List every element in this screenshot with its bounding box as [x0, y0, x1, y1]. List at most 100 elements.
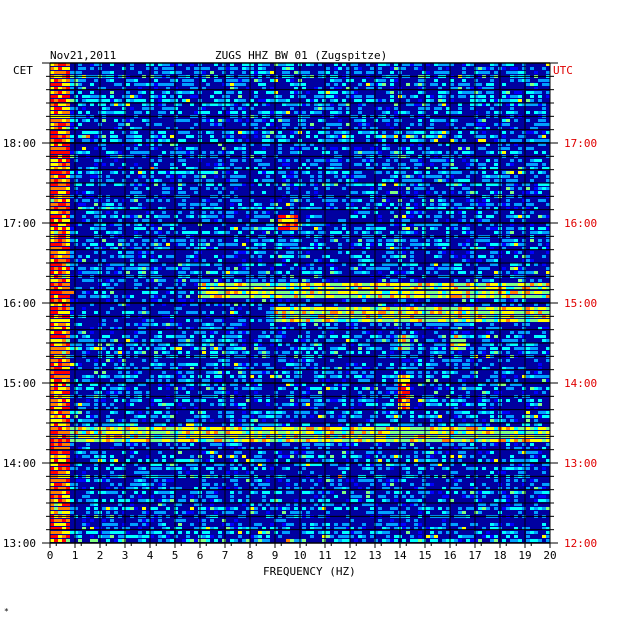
heatmap-cell: [82, 331, 86, 334]
heatmap-cell: [426, 191, 430, 194]
heatmap-cell: [346, 207, 350, 210]
heatmap-cell: [490, 167, 494, 170]
heatmap-cell: [106, 295, 110, 298]
heatmap-cell: [402, 179, 406, 182]
heatmap-cell: [270, 131, 274, 134]
heatmap-cell: [106, 151, 110, 154]
heatmap-cell: [318, 291, 322, 294]
heatmap-cell: [366, 211, 370, 214]
heatmap-cell: [310, 291, 314, 294]
heatmap-cell: [534, 247, 538, 250]
heatmap-cell: [262, 111, 266, 114]
heatmap-cell: [54, 303, 58, 306]
heatmap-cell: [210, 151, 214, 154]
heatmap-cell: [290, 311, 294, 314]
heatmap-cell: [450, 215, 454, 218]
heatmap-cell: [250, 299, 254, 302]
heatmap-cell: [514, 291, 518, 294]
heatmap-cell: [126, 119, 130, 122]
heatmap-cell: [282, 287, 286, 290]
heatmap-cell: [478, 103, 482, 106]
heatmap-cell: [286, 327, 290, 330]
heatmap-cell: [374, 267, 378, 270]
heatmap-cell: [454, 179, 458, 182]
heatmap-cell: [158, 255, 162, 258]
heatmap-cell: [250, 227, 254, 230]
heatmap-cell: [94, 63, 98, 66]
heatmap-cell: [254, 219, 258, 222]
heatmap-cell: [438, 91, 442, 94]
heatmap-cell: [234, 139, 238, 142]
heatmap-cell: [502, 119, 506, 122]
heatmap-cell: [242, 159, 246, 162]
heatmap-cell: [58, 215, 62, 218]
heatmap-cell: [506, 99, 510, 102]
heatmap-cell: [218, 295, 222, 298]
heatmap-cell: [190, 335, 194, 338]
heatmap-cell: [506, 147, 510, 150]
heatmap-cell: [166, 187, 170, 190]
heatmap-cell: [102, 323, 106, 326]
heatmap-cell: [506, 343, 510, 346]
heatmap-cell: [406, 187, 410, 190]
heatmap-cell: [54, 283, 58, 286]
heatmap-cell: [334, 131, 338, 134]
heatmap-cell: [130, 311, 134, 314]
heatmap-cell: [462, 335, 466, 338]
heatmap-cell: [62, 171, 66, 174]
heatmap-cell: [286, 311, 290, 314]
heatmap-cell: [410, 243, 414, 246]
heatmap-cell: [382, 79, 386, 82]
heatmap-cell: [122, 87, 126, 90]
heatmap-cell: [382, 203, 386, 206]
heatmap-cell: [214, 91, 218, 94]
heatmap-cell: [470, 107, 474, 110]
heatmap-cell: [102, 163, 106, 166]
heatmap-cell: [470, 131, 474, 134]
heatmap-cell: [326, 135, 330, 138]
heatmap-cell: [518, 139, 522, 142]
heatmap-cell: [478, 327, 482, 330]
heatmap-cell: [222, 271, 226, 274]
heatmap-cell: [422, 107, 426, 110]
heatmap-cell: [210, 339, 214, 342]
heatmap-cell: [534, 87, 538, 90]
heatmap-cell: [146, 67, 150, 70]
heatmap-cell: [342, 287, 346, 290]
heatmap-cell: [374, 151, 378, 154]
heatmap-cell: [490, 351, 494, 354]
heatmap-cell: [354, 267, 358, 270]
heatmap-cell: [234, 171, 238, 174]
heatmap-cell: [114, 211, 118, 214]
heatmap-cell: [326, 159, 330, 162]
heatmap-cell: [266, 211, 270, 214]
heatmap-cell: [138, 167, 142, 170]
heatmap-cell: [294, 227, 298, 230]
heatmap-cell: [474, 287, 478, 290]
heatmap-cell: [102, 95, 106, 98]
heatmap-cell: [122, 255, 126, 258]
heatmap-cell: [290, 231, 294, 234]
heatmap-cell: [90, 207, 94, 210]
heatmap-cell: [482, 147, 486, 150]
heatmap-cell: [294, 263, 298, 266]
heatmap-cell: [134, 243, 138, 246]
heatmap-cell: [514, 343, 518, 346]
heatmap-cell: [342, 335, 346, 338]
heatmap-cell: [378, 287, 382, 290]
heatmap-cell: [266, 103, 270, 106]
heatmap-cell: [234, 243, 238, 246]
heatmap-cell: [222, 335, 226, 338]
heatmap-cell: [354, 127, 358, 130]
heatmap-cell: [490, 175, 494, 178]
heatmap-cell: [62, 279, 66, 282]
heatmap-cell: [410, 267, 414, 270]
heatmap-cell: [194, 187, 198, 190]
heatmap-cell: [286, 203, 290, 206]
heatmap-cell: [122, 123, 126, 126]
heatmap-cell: [166, 71, 170, 74]
heatmap-cell: [146, 251, 150, 254]
heatmap-cell: [310, 123, 314, 126]
heatmap-cell: [414, 339, 418, 342]
heatmap-cell: [194, 111, 198, 114]
